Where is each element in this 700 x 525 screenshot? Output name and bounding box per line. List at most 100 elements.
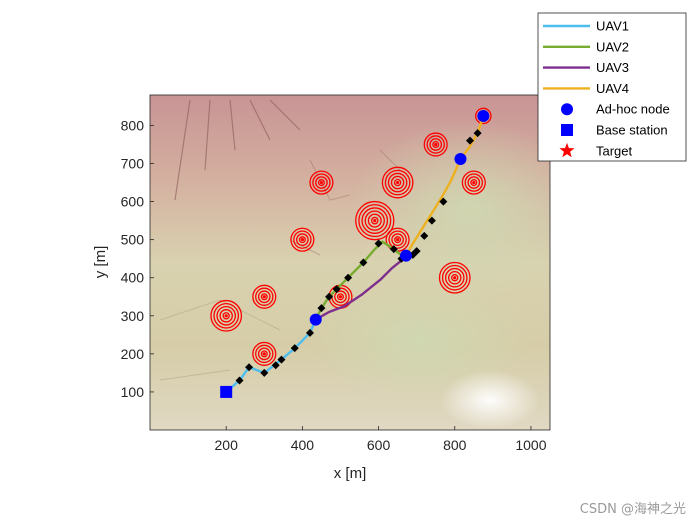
legend-label: Base station (596, 123, 668, 138)
waypoint-marker (290, 344, 299, 353)
waypoint-marker (271, 361, 280, 370)
legend-item-target: Target (559, 142, 633, 158)
waypoint-marker (473, 129, 482, 138)
target-center (224, 314, 228, 318)
waypoint-marker (359, 258, 368, 267)
target-center (319, 180, 324, 185)
target-ring (222, 312, 230, 320)
y-tick-label: 700 (121, 156, 145, 172)
target-ring (384, 169, 411, 196)
target-ring (388, 230, 407, 249)
target-ring (461, 170, 486, 195)
target-ring (260, 350, 268, 358)
legend-item-base-station: Base station (561, 123, 668, 138)
target-ring (358, 204, 392, 238)
target-ring (451, 274, 459, 282)
target-zone (438, 261, 471, 294)
target-ring (470, 179, 478, 187)
target-ring (315, 176, 328, 189)
y-axis-label: y [m] (92, 246, 109, 279)
axes-box (149, 94, 551, 431)
target-ring (438, 261, 471, 294)
legend-label: Target (596, 143, 633, 158)
target-ring (252, 284, 277, 309)
target-ring (444, 267, 465, 288)
waypoint-marker (277, 355, 286, 364)
target-ring (361, 207, 389, 234)
waypoint-marker (260, 368, 269, 377)
waypoint-marker (420, 231, 429, 240)
target-ring (336, 293, 344, 301)
y-tick-label: 400 (121, 270, 145, 286)
adhoc-node-marker (477, 109, 490, 122)
target-ring (298, 236, 306, 244)
target-zone (423, 132, 448, 157)
target-zone (355, 200, 395, 241)
target-zone (385, 227, 410, 252)
legend-item-uav3: UAV3 (543, 60, 629, 75)
target-zone (210, 299, 243, 332)
target-ring (252, 341, 277, 366)
target-ring (257, 347, 271, 361)
x-tick-label: 600 (367, 437, 391, 453)
target-ring (290, 227, 315, 252)
target-zone (290, 227, 315, 252)
target-center (453, 276, 457, 280)
waypoint-marker (317, 304, 326, 313)
target-ring (429, 138, 443, 151)
legend: UAV1 UAV2 UAV3 UAV4 Ad-hoc node Base station T… (537, 12, 687, 162)
target-ring (255, 344, 274, 364)
target-center (396, 180, 400, 185)
legend-square-swatch (561, 124, 573, 136)
waypoint-marker (374, 239, 383, 248)
target-ring (309, 170, 334, 195)
target-ring (293, 230, 312, 249)
legend-label: UAV4 (596, 81, 629, 96)
target-ring (296, 233, 309, 247)
target-ring (370, 216, 379, 225)
series-uav3-line (315, 254, 407, 321)
target-ring (355, 200, 395, 241)
target-center (262, 295, 266, 299)
target-zone (381, 166, 414, 199)
legend-item-uav1: UAV1 (543, 19, 629, 34)
legend-label: UAV2 (596, 39, 629, 54)
target-zone (252, 284, 277, 309)
waypoint-marker (332, 285, 341, 294)
target-ring (334, 290, 347, 304)
target-ring (448, 270, 462, 285)
waypoint-marker (412, 247, 421, 256)
y-tick-group: 100 200 300 400 500 600 700 800 (121, 117, 154, 400)
legend-circle-swatch (561, 103, 573, 116)
target-ring (467, 176, 481, 189)
target-ring (394, 236, 402, 244)
target-ring (213, 302, 240, 329)
target-center (373, 219, 377, 223)
target-center (338, 295, 343, 299)
x-axis-label: x [m] (334, 465, 367, 482)
target-ring (364, 210, 385, 231)
adhoc-node-marker (309, 313, 322, 326)
series-uav4-line (404, 115, 485, 257)
y-tick-label: 800 (121, 117, 145, 133)
target-ring (423, 132, 448, 157)
waypoint-marker (306, 328, 314, 337)
legend-label: UAV1 (596, 19, 629, 34)
target-ring (475, 107, 492, 125)
legend-star-swatch (559, 142, 575, 158)
x-tick-label: 400 (291, 437, 315, 453)
target-ring (219, 309, 233, 323)
y-tick-label: 300 (121, 308, 145, 324)
legend-item-uav4: UAV4 (543, 81, 629, 96)
target-ring (210, 299, 243, 332)
adhoc-node-marker (400, 249, 412, 262)
target-ring (257, 290, 271, 304)
legend-box (537, 12, 687, 162)
waypoint-marker (235, 376, 244, 385)
target-center (300, 238, 304, 242)
x-tick-label: 200 (215, 437, 239, 453)
adhoc-node-marker (454, 152, 467, 165)
target-ring (441, 264, 468, 291)
legend-item-uav2: UAV2 (543, 39, 629, 54)
